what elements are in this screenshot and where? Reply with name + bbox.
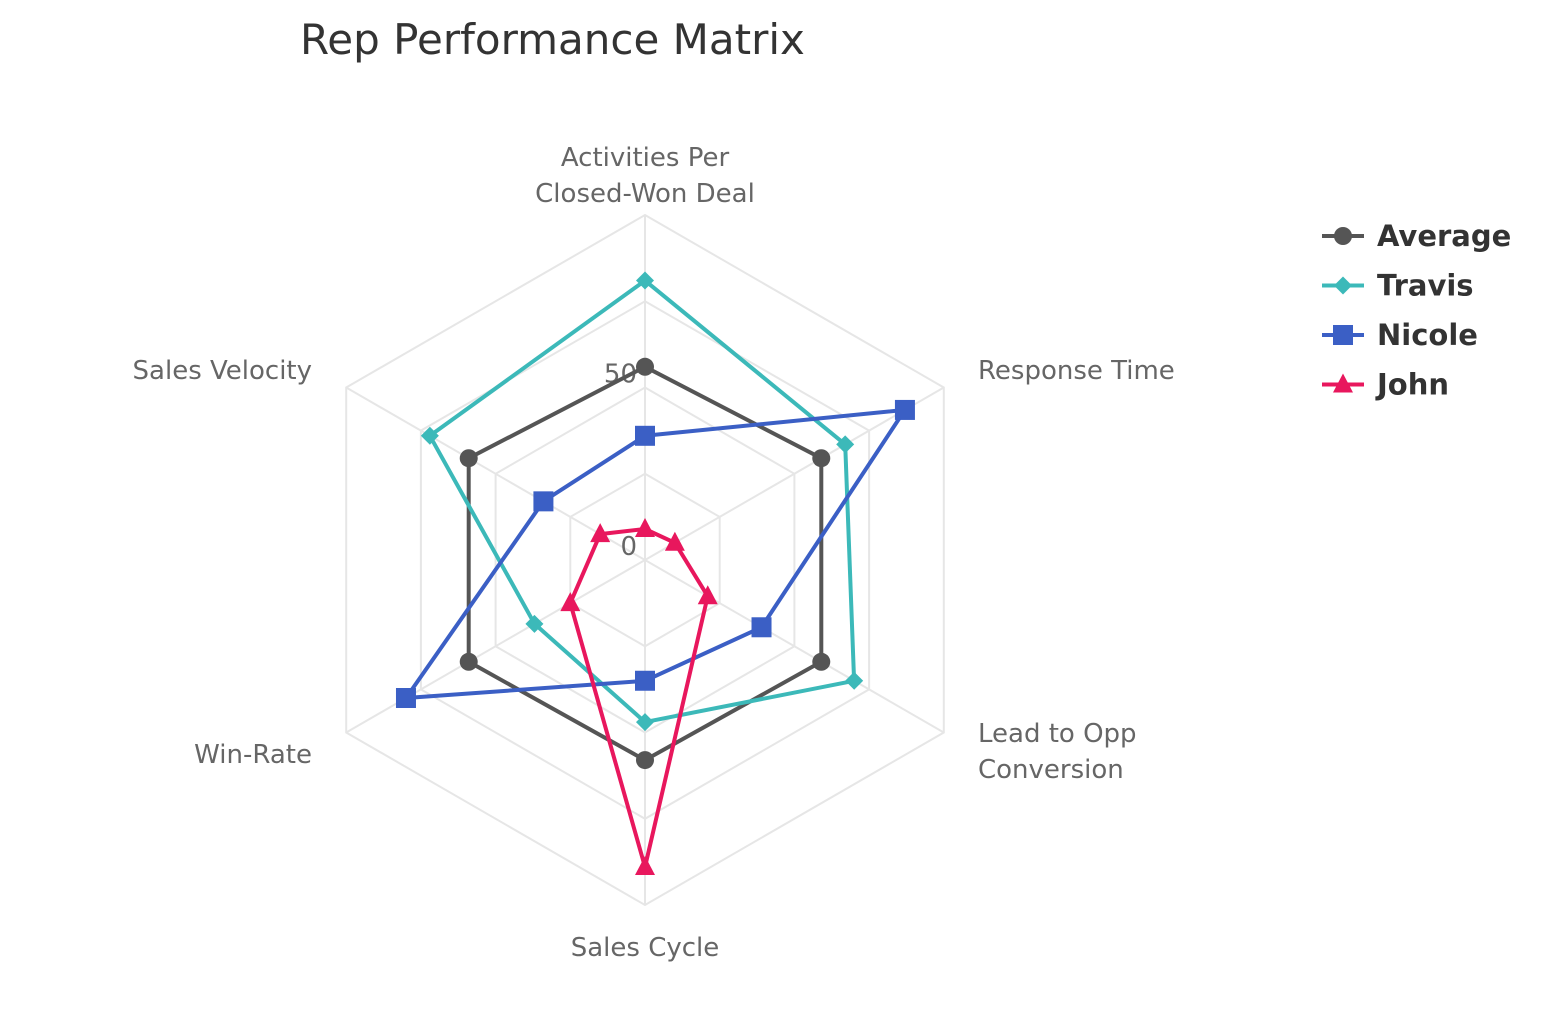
grid-spoke <box>644 386 945 561</box>
axis-label-line: Sales Velocity <box>133 356 312 386</box>
data-point-john[interactable] <box>560 592 581 612</box>
data-point-john[interactable] <box>664 531 685 551</box>
series-nicole <box>395 399 915 708</box>
series-john <box>560 517 718 876</box>
data-point-average[interactable] <box>636 751 654 770</box>
axis-label: Sales Cycle <box>571 933 720 963</box>
data-point-travis[interactable] <box>836 435 855 454</box>
legend-item-average[interactable]: Average <box>1322 219 1511 253</box>
series-travis <box>420 271 864 732</box>
data-point-travis[interactable] <box>636 713 654 732</box>
data-point-nicole[interactable] <box>533 491 554 512</box>
legend-marker-john[interactable] <box>1333 373 1353 393</box>
legend-label-nicole: Nicole <box>1377 318 1478 352</box>
axis-label-line: Activities Per <box>561 143 730 173</box>
legend-label-john: John <box>1375 368 1449 402</box>
axis-label-line: Conversion <box>978 755 1124 785</box>
axis-label-line: Win-Rate <box>194 740 312 770</box>
axis-label-line: Sales Cycle <box>571 933 720 963</box>
data-point-average[interactable] <box>812 652 831 671</box>
legend-item-john[interactable]: John <box>1322 368 1449 402</box>
data-point-travis[interactable] <box>845 671 864 690</box>
axis-label: Response Time <box>978 356 1175 386</box>
legend-marker-nicole[interactable] <box>1333 325 1353 345</box>
data-point-john[interactable] <box>697 585 718 605</box>
data-point-john[interactable] <box>635 856 655 876</box>
data-point-average[interactable] <box>812 449 831 468</box>
axis-label-line: Lead to Opp <box>978 719 1137 749</box>
grid-spoke <box>345 386 646 561</box>
data-point-average[interactable] <box>459 449 478 468</box>
axis-label: Lead to Opp Conversion <box>978 719 1137 785</box>
axis-label: Win-Rate <box>194 740 312 770</box>
data-point-nicole[interactable] <box>635 670 655 691</box>
grid-spoke <box>644 559 945 734</box>
tick-label: 0 <box>620 532 637 562</box>
data-point-nicole[interactable] <box>751 617 772 638</box>
data-point-travis[interactable] <box>636 271 654 290</box>
axis-label-line: Response Time <box>978 356 1175 386</box>
data-point-average[interactable] <box>459 652 478 671</box>
legend-label-travis: Travis <box>1377 269 1474 303</box>
legend[interactable]: Average Travis Nicole John <box>1322 219 1511 402</box>
legend-item-travis[interactable]: Travis <box>1322 269 1474 303</box>
data-point-john[interactable] <box>590 523 611 543</box>
data-point-average[interactable] <box>636 357 654 376</box>
radar-grid <box>345 213 945 907</box>
axis-labels: Activities Per Closed-Won Deal Response Ti… <box>133 143 1175 963</box>
legend-marker-average[interactable] <box>1334 227 1352 245</box>
data-point-john[interactable] <box>635 517 655 537</box>
data-point-travis[interactable] <box>420 426 439 445</box>
legend-marker-travis[interactable] <box>1334 276 1352 295</box>
data-point-nicole[interactable] <box>395 688 416 708</box>
axis-label: Activities Per Closed-Won Deal <box>535 143 755 209</box>
data-point-nicole[interactable] <box>894 399 915 420</box>
legend-label-average: Average <box>1377 219 1511 253</box>
legend-item-nicole[interactable]: Nicole <box>1322 318 1478 352</box>
chart-title: Rep Performance Matrix <box>300 15 805 64</box>
data-point-nicole[interactable] <box>635 425 655 446</box>
series-line-travis <box>427 278 857 725</box>
series-average <box>459 357 831 770</box>
axis-label: Sales Velocity <box>133 356 312 386</box>
series-group <box>395 271 915 876</box>
axis-label-line: Closed-Won Deal <box>535 179 755 209</box>
data-point-travis[interactable] <box>525 614 544 633</box>
